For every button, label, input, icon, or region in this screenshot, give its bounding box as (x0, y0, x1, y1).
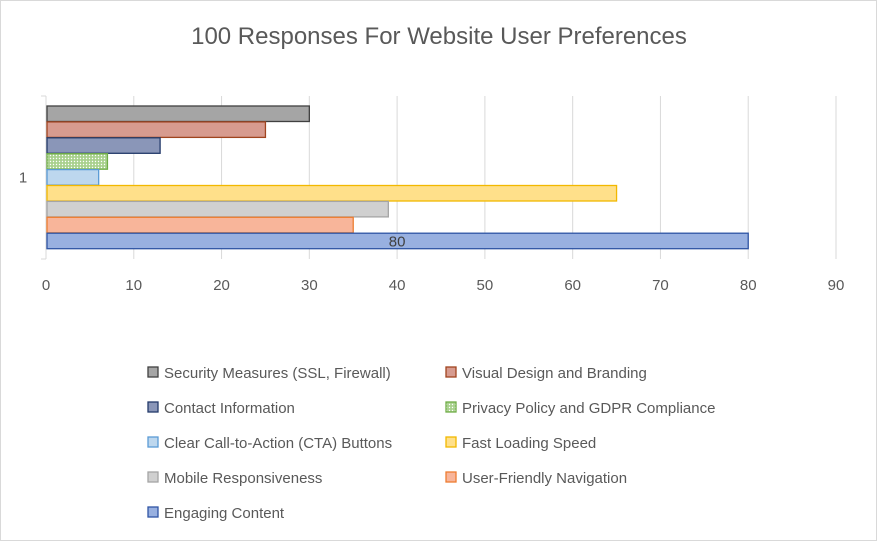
legend-label: Engaging Content (164, 505, 285, 522)
legend-item: Visual Design and Branding (445, 365, 647, 382)
x-tick-label: 0 (42, 277, 50, 294)
bar (46, 184, 618, 202)
data-labels: 80 (389, 234, 406, 251)
legend-item: Mobile Responsiveness (147, 470, 322, 487)
legend-swatch (147, 436, 159, 448)
legend-swatch (445, 471, 457, 483)
bar (46, 121, 267, 139)
x-tick-label: 30 (301, 277, 318, 294)
axes: 0 10 20 30 40 50 60 70 80 90 1 (19, 95, 845, 294)
legend-swatch (147, 471, 159, 483)
legend-label: Mobile Responsiveness (164, 470, 322, 487)
legend-swatch (445, 436, 457, 448)
x-tick-label: 20 (213, 277, 230, 294)
legend-swatch (147, 366, 159, 378)
legend-item: Privacy Policy and GDPR Compliance (445, 400, 715, 417)
legend-item: Engaging Content (147, 505, 285, 522)
x-tick-label: 80 (740, 277, 757, 294)
legend: Security Measures (SSL, Firewall) Visual … (147, 365, 715, 522)
legend-item: Contact Information (147, 400, 295, 417)
legend-swatch (147, 401, 159, 413)
legend-item: Clear Call-to-Action (CTA) Buttons (147, 435, 392, 452)
legend-label: Visual Design and Branding (462, 365, 647, 382)
bars (46, 105, 749, 250)
bar (46, 168, 100, 186)
legend-item: Fast Loading Speed (445, 435, 596, 452)
y-category-label: 1 (19, 170, 27, 187)
bar (46, 200, 389, 218)
bar (46, 232, 749, 250)
legend-label: Privacy Policy and GDPR Compliance (462, 400, 715, 417)
legend-swatch (445, 401, 457, 413)
legend-label: User-Friendly Navigation (462, 470, 627, 487)
x-tick-label: 50 (477, 277, 494, 294)
legend-label: Security Measures (SSL, Firewall) (164, 365, 391, 382)
legend-item: User-Friendly Navigation (445, 470, 627, 487)
legend-label: Clear Call-to-Action (CTA) Buttons (164, 435, 392, 452)
bar (46, 216, 354, 234)
bar (46, 153, 109, 170)
bar (46, 105, 310, 123)
x-tick-label: 10 (125, 277, 142, 294)
legend-swatch (147, 506, 159, 518)
chart-title: 100 Responses For Website User Preferenc… (191, 23, 687, 50)
x-tick-label: 70 (652, 277, 669, 294)
data-label: 80 (389, 234, 406, 251)
legend-label: Fast Loading Speed (462, 435, 596, 452)
x-tick-label: 60 (564, 277, 581, 294)
legend-label: Contact Information (164, 400, 295, 417)
x-tick-label: 40 (389, 277, 406, 294)
bar (46, 137, 161, 154)
legend-swatch (445, 366, 457, 378)
x-tick-label: 90 (828, 277, 845, 294)
legend-item: Security Measures (SSL, Firewall) (147, 365, 391, 382)
